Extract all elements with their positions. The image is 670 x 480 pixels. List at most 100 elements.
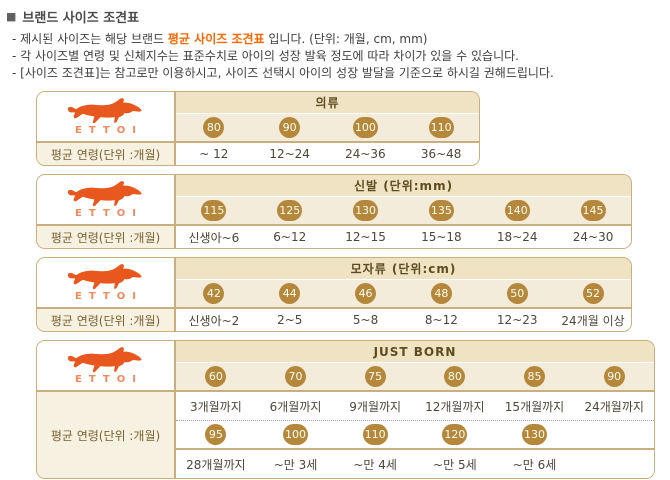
- size-badge: 90: [603, 366, 625, 387]
- age-cell: 24개월 이상: [561, 313, 625, 328]
- age-cell: 6개월까지: [269, 399, 322, 414]
- age-cell: 18~24: [496, 230, 538, 244]
- size-badge: 135: [428, 200, 454, 221]
- table-top-clothing: ETTOI 의류 80 90 100 110: [37, 92, 479, 143]
- notes: - 제시된 사이즈는 해당 브랜드 평균 사이즈 조견표 입니다. (단위: 개…: [12, 31, 670, 82]
- brand-logo: ETTOI: [37, 258, 176, 307]
- size-row-hats-0: 42 44 46 48 50 52: [176, 280, 631, 307]
- table-band-title: JUST BORN: [176, 341, 654, 363]
- age-row-clothing-0: ~ 12 12~24 24~36 36~48: [176, 143, 479, 165]
- size-cell: 70: [256, 363, 336, 390]
- size-cell: 90: [252, 114, 328, 141]
- size-table-hats: ETTOI 모자류 (단위:cm) 42 44 46 48 50 52 평균 연령(단위 :개월…: [36, 257, 632, 332]
- age-cell: [574, 450, 654, 478]
- table-bottom-just-born: 평균 연령(단위 :개월) 3개월까지 6개월까지 9개월까지 12개월까지 15개월까지…: [37, 392, 654, 478]
- row-label: 평균 연령(단위 :개월): [37, 309, 176, 331]
- size-badge: 100: [352, 117, 378, 138]
- table-bottom-hats: 평균 연령(단위 :개월) 신생아~2 2~5 5~8 8~12 12~23 24개월 이상: [37, 309, 631, 331]
- size-table-clothing: ETTOI 의류 80 90 100 110 평균 연령(단위 :개월) ~ 12 12~24 2…: [36, 91, 480, 166]
- age-cell: ~만 4세: [353, 457, 397, 472]
- age-cell: ~만 3세: [273, 457, 318, 472]
- age-row-just-born-0: 3개월까지 6개월까지 9개월까지 12개월까지 15개월까지 24개월까지: [176, 392, 654, 420]
- size-badge: 125: [277, 200, 303, 221]
- size-table-just-born: ETTOI JUST BORN 60 70 75 80 85 90 평균 연령(단위 :개월) 3…: [36, 340, 655, 479]
- size-cell: 120: [415, 421, 495, 448]
- size-cell: 100: [328, 114, 404, 141]
- size-table-shoes: ETTOI 신발 (단위:mm) 115 125 130 135 140 145 평균 연령(단…: [36, 174, 632, 249]
- size-cell: 46: [328, 280, 404, 307]
- size-cell: 110: [335, 421, 415, 448]
- size-row-clothing-0: 80 90 100 110: [176, 114, 479, 141]
- age-row-hats-0: 신생아~2 2~5 5~8 8~12 12~23 24개월 이상: [176, 309, 631, 331]
- table-bottom-clothing: 평균 연령(단위 :개월) ~ 12 12~24 24~36 36~48: [37, 143, 479, 165]
- table-bottom-shoes: 평균 연령(단위 :개월) 신생아~6 6~12 12~15 15~18 18~24 24~…: [37, 226, 631, 248]
- size-badge: 50: [506, 283, 528, 304]
- row-label: 평균 연령(단위 :개월): [37, 143, 176, 165]
- size-cell: 52: [555, 280, 631, 307]
- size-row-shoes-0: 115 125 130 135 140 145: [176, 197, 631, 224]
- size-cell: 90: [574, 363, 654, 390]
- note-line-2: - 각 사이즈별 연령 및 신체지수는 표준수치로 아이의 성장 발육 정도에 …: [12, 49, 519, 63]
- age-cell: 24~30: [572, 230, 614, 244]
- table-header-area: 모자류 (단위:cm) 42 44 46 48 50 52: [176, 258, 631, 307]
- note-line-1: - 제시된 사이즈는 해당 브랜드 평균 사이즈 조견표 입니다. (단위: 개…: [12, 32, 428, 46]
- table-data-area: 3개월까지 6개월까지 9개월까지 12개월까지 15개월까지 24개월까지 95 100 11…: [176, 392, 654, 478]
- size-cell: 95: [176, 421, 256, 448]
- age-cell: 12~15: [345, 230, 386, 244]
- size-badge: 145: [580, 200, 606, 221]
- size-badge: 95: [205, 424, 227, 445]
- size-badge: 130: [522, 424, 548, 445]
- size-badge: 44: [279, 283, 301, 304]
- note-highlight: 평균 사이즈 조견표: [167, 32, 265, 46]
- page-title: ■ 브랜드 사이즈 조견표: [6, 7, 670, 26]
- size-badge: 90: [279, 117, 301, 138]
- age-cell: 9개월까지: [349, 399, 402, 414]
- dotted-divider: [176, 420, 654, 421]
- age-cell: 6~12: [273, 230, 307, 244]
- brand-name: ETTOI: [75, 124, 143, 136]
- size-row-just-born-0: 60 70 75 80 85 90: [176, 363, 654, 390]
- size-cell: 80: [176, 114, 252, 141]
- size-badge: 120: [442, 424, 468, 445]
- size-row-just-born-1: 95 100 110 120 130: [176, 421, 654, 448]
- size-cell: 60: [176, 363, 256, 390]
- age-cell: ~만 5세: [433, 457, 477, 472]
- table-band-title: 신발 (단위:mm): [176, 175, 631, 197]
- size-cell: 80: [415, 363, 495, 390]
- table-header-area: 의류 80 90 100 110: [176, 92, 479, 141]
- row-label: 평균 연령(단위 :개월): [37, 226, 176, 248]
- size-cell: 50: [479, 280, 555, 307]
- size-badge: 42: [203, 283, 225, 304]
- age-cell: 신생아~2: [188, 313, 240, 328]
- table-band-title: 모자류 (단위:cm): [176, 258, 631, 280]
- age-cell: 28개월까지: [186, 457, 246, 472]
- size-cell: 125: [252, 197, 328, 224]
- size-cell: 48: [403, 280, 479, 307]
- age-cell: 24개월까지: [584, 399, 644, 414]
- age-cell: 8~12: [424, 313, 458, 327]
- size-cell: 140: [479, 197, 555, 224]
- size-cell: [574, 421, 654, 448]
- age-cell: 15개월까지: [504, 399, 565, 414]
- size-cell: 115: [176, 197, 252, 224]
- age-cell: 36~48: [420, 147, 462, 161]
- size-badge: 70: [285, 366, 306, 387]
- age-cell: ~만 6세: [512, 457, 557, 472]
- table-top-shoes: ETTOI 신발 (단위:mm) 115 125 130 135 140 145: [37, 175, 631, 226]
- horse-icon: [67, 346, 142, 372]
- size-cell: 145: [555, 197, 631, 224]
- age-cell: 15~18: [421, 230, 462, 244]
- row-label-text: 평균 연령(단위 :개월): [50, 313, 161, 328]
- table-data-area: 신생아~2 2~5 5~8 8~12 12~23 24개월 이상: [176, 309, 631, 331]
- size-cell: 110: [403, 114, 479, 141]
- size-cell: 130: [328, 197, 404, 224]
- size-badge: 48: [430, 283, 452, 304]
- brand-logo: ETTOI: [37, 341, 176, 390]
- age-cell: 12~23: [496, 313, 538, 327]
- size-badge: 46: [355, 283, 377, 304]
- age-cell: 3개월까지: [189, 399, 242, 414]
- row-label-text: 평균 연령(단위 :개월): [50, 230, 161, 245]
- table-top-just-born: ETTOI JUST BORN 60 70 75 80 85 90: [37, 341, 654, 392]
- brand-logo: ETTOI: [37, 92, 176, 141]
- size-badge: 80: [444, 366, 466, 387]
